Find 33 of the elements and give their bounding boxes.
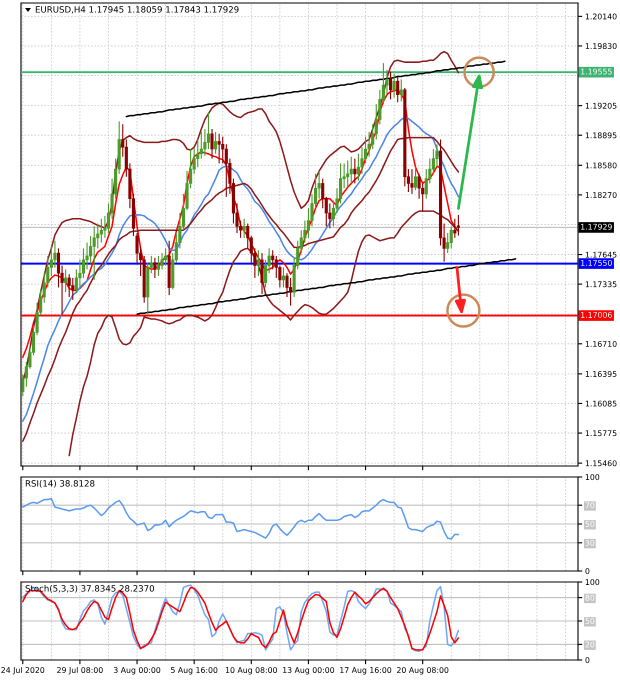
candlestick	[282, 266, 285, 288]
candlestick	[68, 274, 71, 298]
chart-title: RSI(14) 38.8128	[26, 480, 94, 488]
candlestick	[153, 257, 156, 278]
candlestick	[71, 277, 74, 300]
line-series	[68, 210, 460, 456]
candlestick	[242, 218, 246, 238]
candlestick	[210, 128, 214, 160]
candlestick	[396, 76, 400, 103]
candlestick	[453, 218, 456, 238]
chart-title: EURUSD,H4 1.17945 1.18059 1.17843 1.17929	[36, 6, 239, 14]
candlestick	[156, 255, 160, 277]
candlestick	[64, 268, 68, 293]
line-series	[126, 60, 506, 118]
candlestick	[289, 277, 292, 306]
candlestick	[214, 131, 218, 154]
candlestick	[392, 73, 396, 98]
candlestick	[92, 226, 96, 280]
candlestick	[256, 250, 260, 277]
candlestick	[400, 78, 403, 102]
candlestick	[350, 156, 353, 184]
candlestick	[410, 168, 414, 194]
candlestick	[218, 133, 221, 164]
candlestick	[456, 214, 460, 236]
candlestick	[414, 166, 418, 191]
candlestick	[450, 226, 453, 249]
candlestick	[164, 248, 168, 266]
line-series	[22, 498, 460, 540]
line-series	[136, 258, 516, 315]
candlestick	[388, 71, 392, 100]
candlestick	[353, 158, 356, 184]
candlestick	[346, 160, 350, 187]
candlestick	[260, 252, 264, 295]
